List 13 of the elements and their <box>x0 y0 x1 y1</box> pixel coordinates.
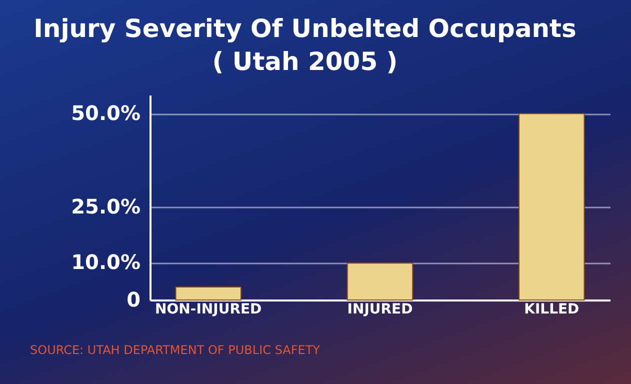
source-note: SOURCE: UTAH DEPARTMENT OF PUBLIC SAFETY <box>30 343 320 357</box>
x-tick-label: INJURED <box>347 302 413 318</box>
bar <box>518 113 585 300</box>
x-tick-label: NON-INJURED <box>155 302 262 318</box>
y-tick-label: 10.0% <box>71 250 140 274</box>
bar <box>346 262 414 300</box>
chart-subtitle: ( Utah 2005 ) <box>212 47 398 76</box>
y-tick-label: 50.0% <box>71 101 140 126</box>
bar <box>175 286 242 300</box>
x-tick-label: KILLED <box>524 302 580 318</box>
chart-title: Injury Severity Of Unbelted Occupants <box>34 14 576 43</box>
y-tick-label: 0 <box>126 288 140 312</box>
y-tick-label: 25.0% <box>71 194 140 218</box>
